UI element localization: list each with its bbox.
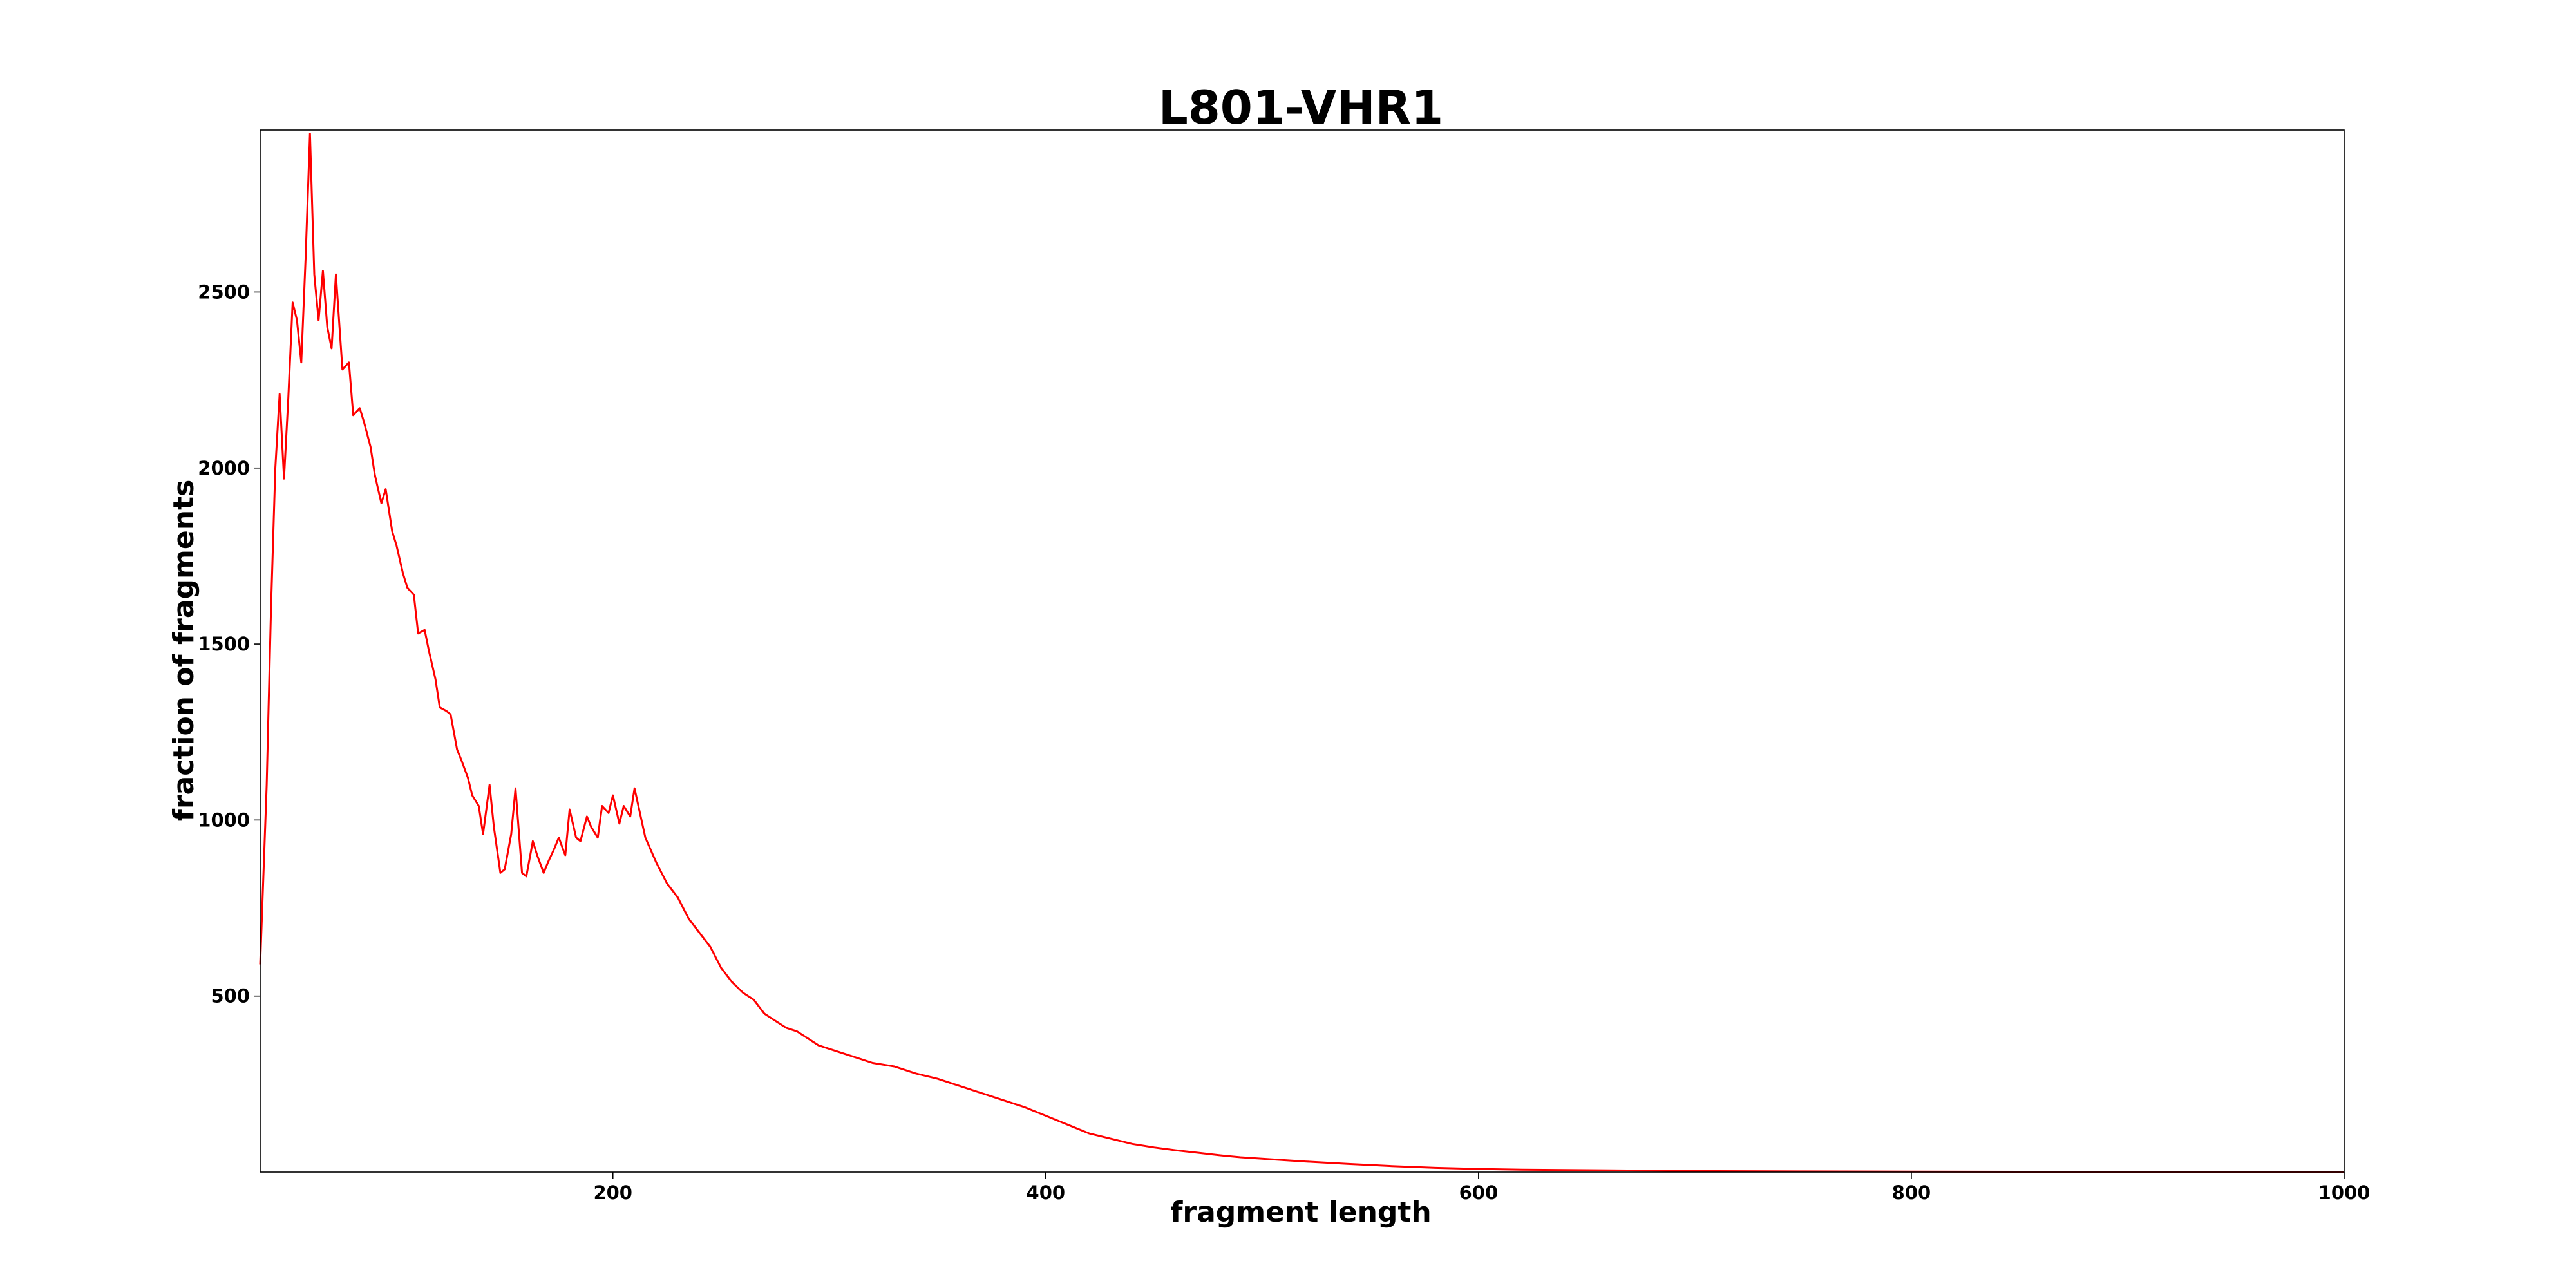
chart-title: L801-VHR1 [1159,80,1443,135]
series-line [259,133,2344,1173]
plot-frame [260,129,2345,1173]
y-tick-label: 2500 [198,281,250,303]
y-axis-label: fraction of fragments [167,480,200,822]
plot-area [259,129,2345,1173]
x-tick-label: 800 [1892,1182,1931,1204]
y-tick-label: 500 [211,985,250,1007]
x-axis-label: fragment length [1170,1196,1432,1229]
x-axis: 200 400 600 800 1000 [593,1172,2370,1204]
y-tick-label: 2000 [198,457,250,479]
x-tick-label: 200 [593,1182,632,1204]
x-tick-label: 400 [1027,1182,1066,1204]
y-axis: 500 1000 1500 2000 2500 [198,281,260,1007]
x-tick-label: 1000 [2318,1182,2371,1204]
y-tick-label: 1500 [198,633,250,655]
y-tick-label: 1000 [198,809,250,831]
x-tick-label: 600 [1459,1182,1499,1204]
